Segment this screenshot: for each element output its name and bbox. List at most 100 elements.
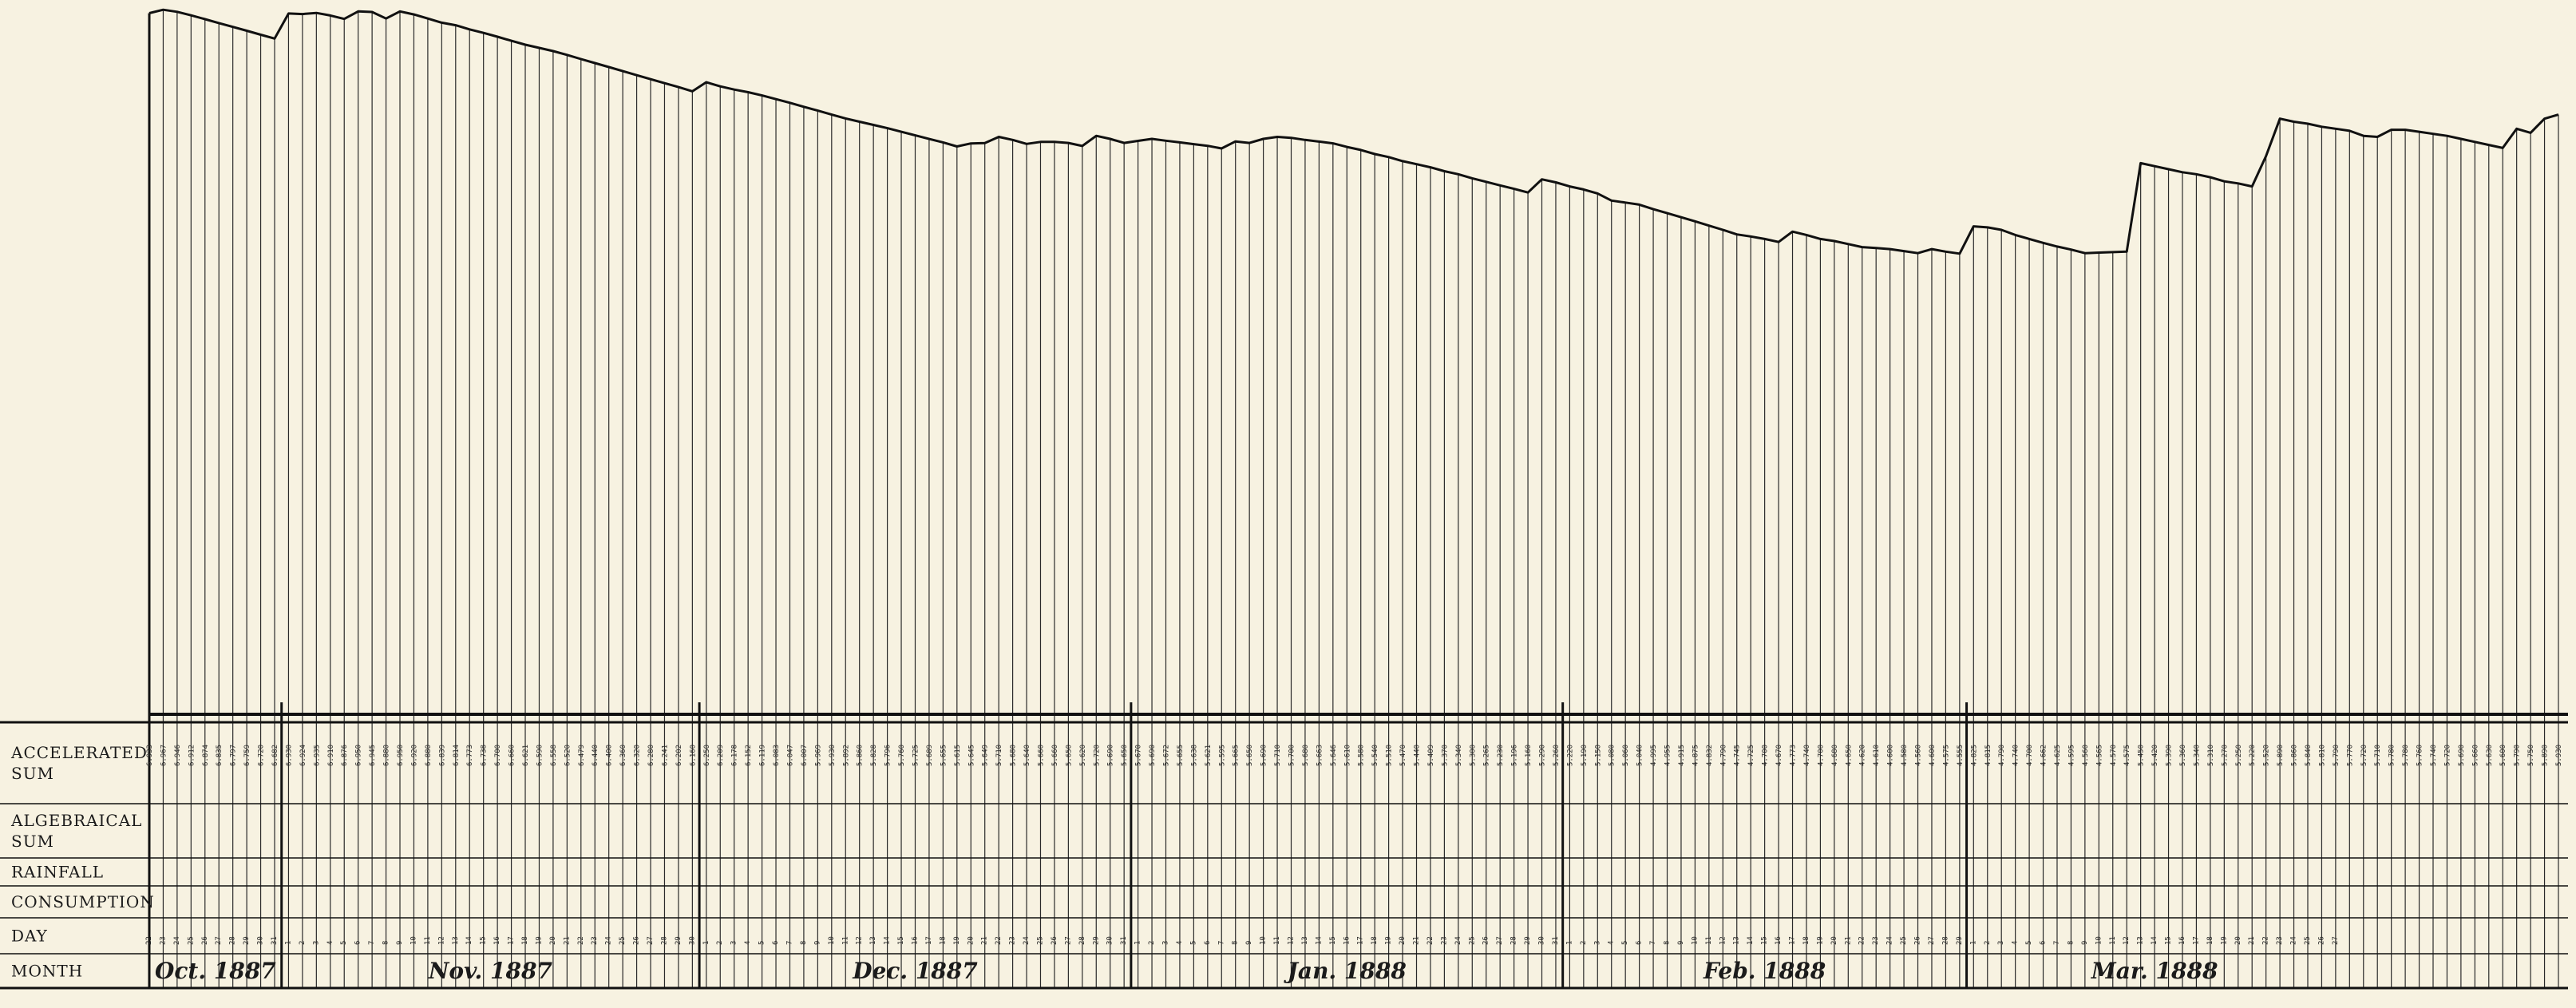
day-number: 7 (785, 941, 793, 945)
day-number: 27 (1064, 936, 1072, 945)
accelerated-sum-value: 5.340 (2193, 745, 2201, 766)
day-number: 15 (1329, 936, 1337, 945)
day-number: 3 (312, 941, 320, 945)
day-number: 27 (215, 936, 223, 945)
day-number: 31 (271, 936, 279, 945)
day-number: 17 (1789, 936, 1797, 945)
day-number: 26 (201, 936, 209, 945)
day-number: 12 (1719, 936, 1727, 945)
day-number: 8 (382, 941, 390, 945)
row-label: ALGEBRAICAL (10, 811, 142, 830)
day-number: 12 (1287, 936, 1295, 945)
accelerated-sum-value: 5.340 (1455, 745, 1463, 766)
day-number: 4 (1176, 941, 1184, 945)
accelerated-sum-value: 6.360 (619, 745, 627, 766)
accelerated-sum-value: 5.300 (1469, 745, 1477, 766)
accelerated-sum-value: 4.790 (1719, 745, 1727, 766)
day-number: 20 (549, 936, 557, 945)
accelerated-sum-value: 5.660 (1037, 745, 1045, 766)
day-number: 24 (1454, 936, 1462, 945)
day-number: 24 (605, 936, 613, 945)
accelerated-sum-value: 5.196 (1511, 745, 1519, 766)
accelerated-sum-value: 6.912 (188, 745, 196, 766)
accelerated-sum-value: 4.565 (2095, 745, 2103, 766)
day-number: 6 (1636, 941, 1644, 945)
accelerated-sum-value: 5.969 (814, 745, 822, 766)
accelerated-sum-value: 6.479 (578, 745, 586, 766)
month-label: Oct. 1887 (155, 958, 276, 984)
day-number: 29 (1092, 936, 1100, 945)
accelerated-sum-value: 6.720 (258, 745, 266, 766)
accelerated-sum-value: 5.080 (1609, 745, 1616, 766)
day-number: 6 (2040, 941, 2048, 945)
row-label: RAINFALL (11, 863, 104, 882)
month-label: Mar. 1888 (2091, 958, 2218, 984)
accelerated-sum-value: 4.560 (2082, 745, 2090, 766)
accelerated-sum-value: 5.450 (2138, 745, 2146, 766)
day-number: 24 (1023, 936, 1031, 945)
accelerated-sum-value: 5.230 (1497, 745, 1505, 766)
accelerated-sum-value: 6.946 (174, 745, 182, 766)
accelerated-sum-value: 6.590 (536, 745, 544, 766)
accelerated-sum-value: 5.638 (1190, 745, 1198, 766)
day-number: 16 (911, 936, 919, 945)
month-label: Jan. 1888 (1284, 958, 1407, 984)
day-number: 26 (1482, 936, 1490, 945)
day-number: 10 (2095, 936, 2103, 945)
accelerated-sum-value: 5.440 (1414, 745, 1422, 766)
day-number: 18 (939, 936, 947, 945)
accelerated-sum-value: 4.700 (1762, 745, 1770, 766)
accelerated-sum-value: 6.880 (383, 745, 391, 766)
day-number: 1 (1969, 941, 1977, 945)
accelerated-sum-value: 5.890 (2277, 745, 2285, 766)
day-number: 25 (619, 936, 627, 945)
accelerated-sum-value: 5.690 (1107, 745, 1115, 766)
accelerated-sum-value: 4.670 (1775, 745, 1783, 766)
accelerated-sum-value: 6.773 (466, 745, 474, 766)
accelerated-sum-value: 6.440 (592, 745, 599, 766)
accelerated-sum-value: 5.689 (926, 745, 934, 766)
row-label: CONSUMPTION (11, 892, 155, 911)
day-number: 23 (591, 936, 599, 945)
accelerated-sum-value: 5.630 (2486, 745, 2494, 766)
day-number: 15 (1761, 936, 1769, 945)
accelerated-sum-value: 5.655 (940, 745, 948, 766)
accelerated-sum-value: 5.310 (2207, 745, 2215, 766)
accelerated-sum-value: 6.920 (410, 745, 418, 766)
day-number: 2 (1984, 941, 1992, 945)
accelerated-sum-value: 6.839 (438, 745, 446, 766)
accelerated-sum-value: 4.875 (1692, 745, 1700, 766)
accelerated-sum-value: 4.600 (1887, 745, 1895, 766)
day-number: 4 (1608, 941, 1616, 945)
day-number: 22 (995, 936, 1003, 945)
accelerated-sum-value: 5.595 (1218, 745, 1226, 766)
day-number: 26 (633, 936, 641, 945)
day-number: 5 (758, 941, 766, 945)
day-number: 1 (1565, 941, 1573, 945)
accelerated-sum-value: 6.621 (522, 745, 530, 766)
day-number: 28 (229, 936, 237, 945)
accelerated-sum-value: 5.649 (982, 745, 990, 766)
day-number: 10 (410, 936, 417, 945)
day-number: 16 (1775, 936, 1783, 945)
accelerated-sum-value: 5.650 (1246, 745, 1254, 766)
accelerated-sum-value: 4.625 (2054, 745, 2062, 766)
day-number: 25 (1468, 936, 1476, 945)
day-number: 13 (869, 936, 877, 945)
day-number: 21 (1844, 936, 1852, 945)
day-number: 13 (1733, 936, 1741, 945)
accelerated-sum-value: 5.360 (2179, 745, 2187, 766)
day-number: 3 (1161, 941, 1169, 945)
day-number: 28 (1941, 936, 1949, 945)
accelerated-sum-value: 4.700 (2026, 745, 2034, 766)
accelerated-sum-value: 4.825 (1970, 745, 1978, 766)
accelerated-sum-value: 5.680 (1302, 745, 1310, 766)
accelerated-sum-value: 6.880 (425, 745, 433, 766)
month-label: Nov. 1887 (428, 958, 553, 984)
accelerated-sum-value: 5.790 (2514, 745, 2522, 766)
accelerated-sum-value: 6.930 (285, 745, 293, 766)
accelerated-sum-value: 4.915 (1678, 745, 1686, 766)
month-label: Dec. 1887 (852, 958, 978, 984)
accelerated-sum-value: 6.759 (243, 745, 251, 766)
